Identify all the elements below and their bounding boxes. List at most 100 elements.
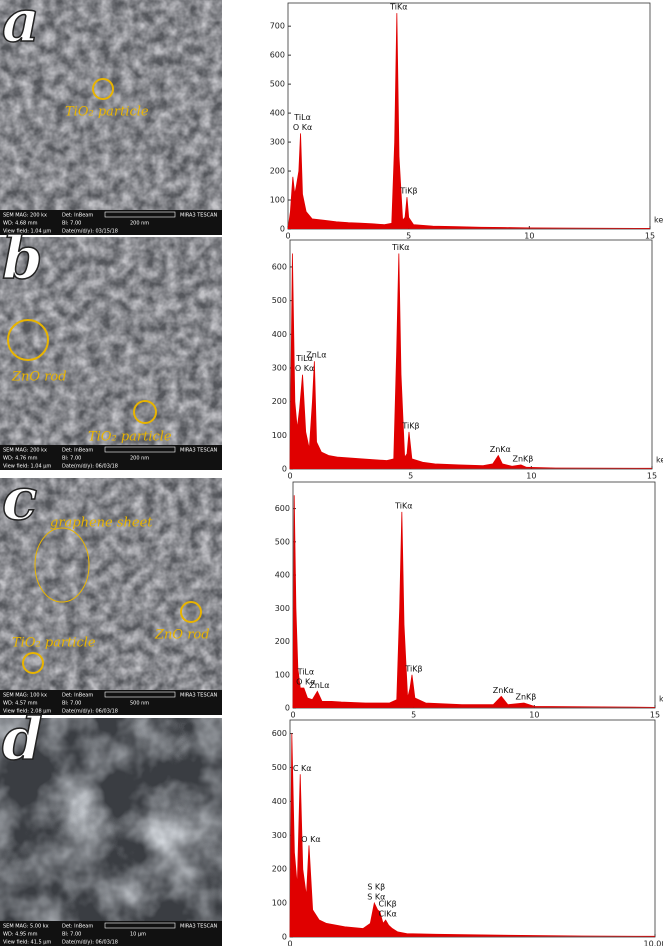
peak-label: O Kα [301, 835, 320, 844]
peak-label: ZnKβ [516, 693, 537, 702]
panel-letter: d [2, 705, 43, 773]
y-tick-label: 200 [272, 865, 287, 874]
info-text: SEM MAG: 5.00 kx [3, 924, 49, 930]
marker-circle [133, 400, 157, 424]
x-tick-label: 0 [290, 711, 295, 720]
y-tick-label: 400 [270, 109, 285, 118]
plot-frame [287, 2, 651, 230]
info-text: WD: 4.68 mm [3, 221, 38, 227]
plot-frame [292, 481, 656, 709]
spectrum [292, 495, 656, 709]
y-tick-label: 200 [270, 167, 285, 176]
plot-frame [289, 239, 653, 470]
sem-texture [0, 237, 222, 445]
marker-circle [34, 527, 90, 603]
y-tick-label: 500 [272, 296, 287, 305]
image-label: TiO₂ particle [12, 636, 96, 651]
x-tick-label: 0 [285, 232, 290, 241]
panel-letter: a [2, 0, 40, 55]
x-tick-label: 10 [524, 232, 534, 241]
info-text: View field: 1.04 μm [3, 229, 51, 235]
info-text: MIRA3 TESCAN [180, 693, 218, 699]
peak-label: TiKβ [404, 664, 422, 673]
y-tick-label: 0 [282, 933, 287, 942]
image-label: ZnO rod [11, 370, 67, 385]
info-text: MIRA3 TESCAN [180, 448, 218, 454]
scale-bar [104, 446, 176, 453]
x-tick-label: 15 [650, 711, 660, 720]
x-axis-label: ke [654, 216, 663, 225]
info-text: View field: 41.5 μm [3, 940, 51, 946]
x-tick-label: 0 [287, 472, 292, 481]
info-bar [0, 921, 222, 946]
info-text: MIRA3 TESCAN [180, 213, 218, 219]
x-axis-label: ke [659, 695, 663, 704]
peak-label: S Kα [367, 893, 385, 902]
peak-label: O Kα [295, 364, 314, 373]
y-tick-label: 0 [285, 704, 290, 713]
y-tick-label: 600 [270, 51, 285, 60]
peak-label: S Kβ [367, 883, 385, 892]
info-text: SEM MAG: 200 kx [3, 448, 47, 454]
x-tick-label: 10.00 [644, 940, 663, 946]
peak-label: ZnKα [493, 686, 514, 695]
image-label: ZnO rod [154, 628, 210, 643]
x-tick-label: 10 [529, 711, 539, 720]
y-tick-label: 600 [272, 729, 287, 738]
spectrum [289, 733, 656, 938]
peak-label: TiKα [391, 243, 409, 252]
y-tick-label: 300 [272, 363, 287, 372]
peak-label: TiLα [293, 113, 311, 122]
info-text: 200 nm [130, 221, 149, 227]
y-tick-label: 500 [275, 537, 290, 546]
plot-frame [289, 719, 656, 938]
peak-label: TiKβ [401, 421, 419, 430]
x-tick-label: 15 [645, 232, 655, 241]
info-text: Date(m/d/y): 06/03/18 [62, 709, 118, 715]
y-tick-label: 100 [275, 670, 290, 679]
info-text: Det: InBeam [62, 448, 93, 454]
panel-letter: c [2, 465, 37, 533]
info-text: View field: 1.04 μm [3, 464, 51, 470]
marker-circle [7, 319, 49, 361]
y-tick-label: 100 [272, 431, 287, 440]
info-bar [0, 690, 222, 715]
x-tick-label: 15 [647, 472, 657, 481]
info-text: Det: InBeam [62, 924, 93, 930]
y-tick-label: 200 [272, 397, 287, 406]
y-tick-label: 700 [270, 22, 285, 31]
peak-label: TiKα [389, 3, 407, 12]
info-text: 500 nm [130, 701, 149, 707]
y-tick-label: 300 [272, 831, 287, 840]
scale-bar [104, 922, 176, 929]
peak-label: ClKβ [379, 900, 397, 909]
info-text: SEM MAG: 100 kx [3, 693, 47, 699]
x-axis-label: ke [656, 456, 663, 465]
peak-label: O Kα [293, 123, 312, 132]
y-tick-label: 500 [270, 80, 285, 89]
sem-texture [0, 0, 222, 210]
info-bar [0, 210, 222, 235]
peak-label: ClKα [378, 910, 396, 919]
scale-bar [104, 211, 176, 218]
y-tick-label: 500 [272, 763, 287, 772]
info-text: 10 μm [130, 932, 146, 938]
scale-bar [104, 691, 176, 698]
info-text: View field: 2.08 μm [3, 709, 51, 715]
peak-label: C Kα [293, 764, 312, 773]
y-tick-label: 600 [272, 262, 287, 271]
peak-label: TiKα [394, 501, 412, 510]
info-text: Date(m/d/y): 06/03/18 [62, 940, 118, 946]
info-text: BI: 7.00 [62, 456, 81, 462]
info-text: WD: 4.95 mm [3, 932, 38, 938]
marker-circle [22, 652, 44, 674]
peak-label: ZnLα [309, 681, 329, 690]
spectrum [287, 13, 651, 230]
info-text: SEM MAG: 200 kx [3, 213, 47, 219]
y-tick-label: 300 [275, 604, 290, 613]
info-text: Det: InBeam [62, 213, 93, 219]
spectrum [289, 253, 653, 470]
y-tick-label: 0 [282, 465, 287, 474]
y-tick-label: 0 [280, 225, 285, 234]
